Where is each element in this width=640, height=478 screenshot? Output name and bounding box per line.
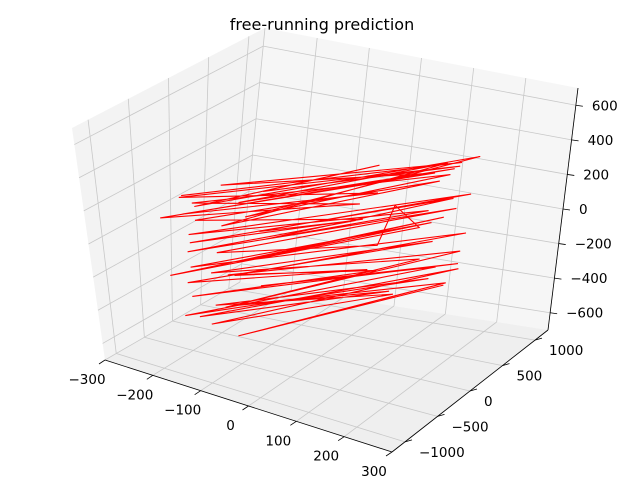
x-tick — [146, 375, 154, 380]
x-tick-label: −100 — [164, 403, 201, 419]
x-tick-label: 200 — [313, 449, 339, 465]
z-tick — [567, 174, 575, 176]
z-tick-label: −600 — [566, 306, 603, 322]
y-tick-label: −500 — [452, 419, 489, 435]
z-tick — [575, 104, 583, 107]
x-tick — [242, 405, 249, 411]
grid-z-left — [93, 190, 250, 278]
grid-lines — [74, 27, 579, 453]
grid-z-back — [256, 118, 568, 175]
x-tick-label: 300 — [361, 464, 387, 478]
z-tick — [554, 277, 562, 280]
z-tick-label: 0 — [579, 202, 588, 218]
y-tick-label: 1000 — [549, 343, 583, 359]
series-line — [160, 155, 481, 337]
grid-z-left — [78, 82, 260, 179]
x-tick-label: 0 — [226, 418, 235, 434]
x-tick-label: 100 — [265, 433, 291, 449]
grid-z-left — [88, 154, 253, 245]
x-tick — [194, 390, 201, 395]
x-tick-label: −200 — [116, 387, 153, 403]
x-tick — [98, 359, 106, 365]
grid-z-back — [252, 154, 564, 210]
y-tick-label: 0 — [484, 394, 493, 410]
tick-marks — [98, 104, 583, 457]
pane-floor — [105, 282, 548, 452]
z-tick-label: 200 — [583, 167, 609, 183]
z-tick — [562, 208, 571, 211]
z-tick-label: −200 — [575, 237, 612, 253]
data-series — [160, 155, 481, 337]
z-tick — [558, 243, 566, 245]
grid-z-back — [245, 227, 555, 279]
y-tick — [404, 439, 413, 443]
tick-labels: −300−200−1000100200300−1000−50005001000−… — [68, 98, 617, 478]
grid-z-left — [74, 45, 264, 145]
chart-title: free-running prediction — [230, 15, 414, 34]
grid-z-left — [97, 227, 246, 311]
grid-y-floor — [172, 320, 471, 392]
y-tick — [534, 337, 543, 341]
grid-z-left — [83, 118, 257, 212]
x-tick — [385, 451, 393, 457]
x-tick — [290, 421, 297, 426]
x-tick-label: −300 — [68, 372, 105, 388]
z-tick-label: 400 — [588, 133, 614, 149]
pane-left — [72, 28, 265, 360]
z-tick — [571, 139, 579, 142]
z-tick-label: 600 — [592, 98, 618, 114]
z-tick-label: −400 — [570, 271, 607, 287]
grid-y-floor — [144, 336, 438, 417]
y-tick — [502, 363, 510, 366]
y-tick — [437, 414, 445, 417]
z-tick — [550, 312, 558, 315]
y-tick — [469, 388, 478, 392]
grid-z-back — [263, 45, 576, 106]
grid-z-back — [259, 82, 572, 141]
grid-y-floor — [116, 353, 406, 443]
y-tick-label: 500 — [517, 369, 543, 385]
y-tick-label: −1000 — [419, 445, 465, 461]
x-tick — [337, 436, 345, 441]
